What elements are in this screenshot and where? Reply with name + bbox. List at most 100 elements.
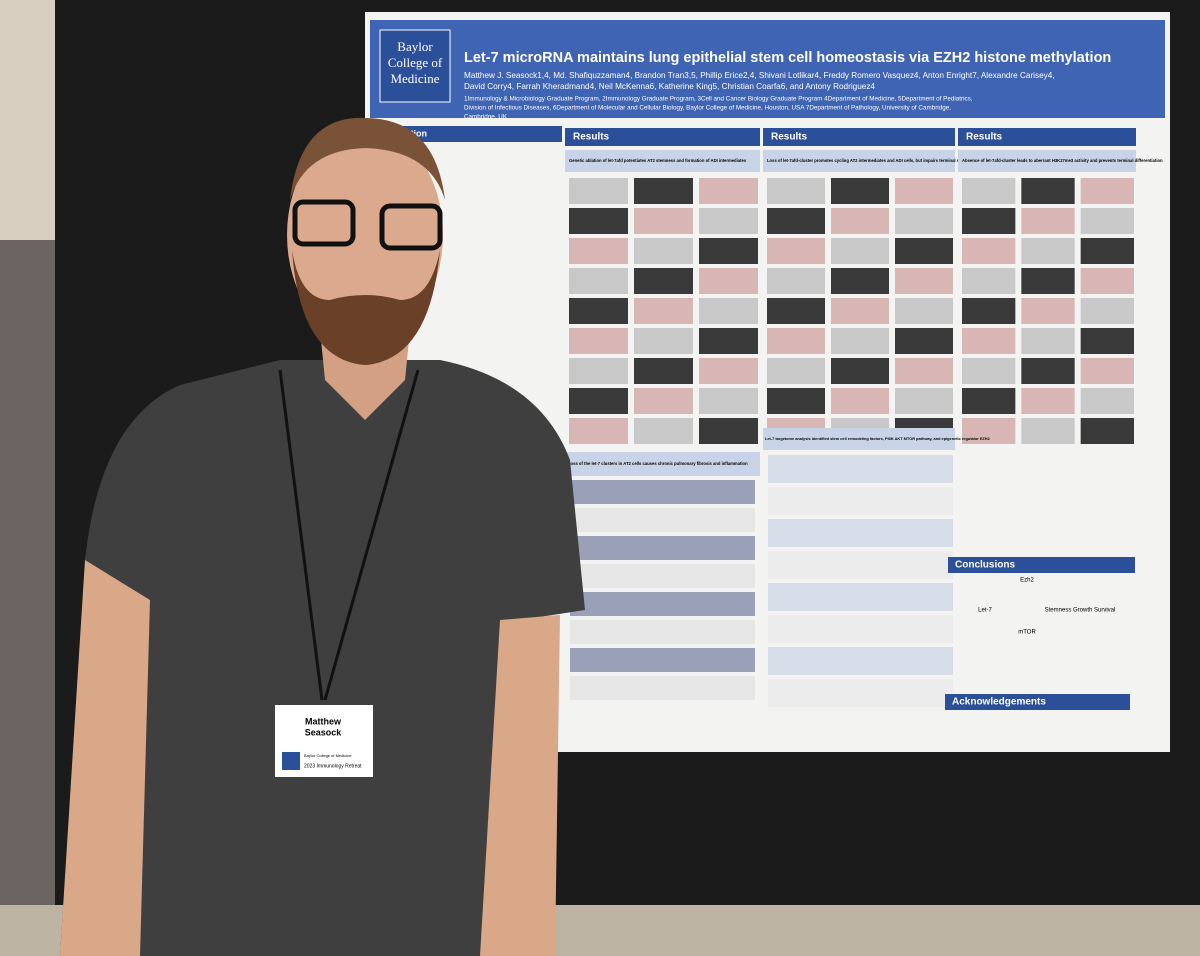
poster-affiliation: 1Immunology & Microbiology Graduate Prog… bbox=[464, 96, 973, 103]
figure-panel bbox=[962, 298, 1016, 324]
glasses bbox=[379, 203, 443, 251]
subheading-box bbox=[763, 428, 955, 450]
badge-logo bbox=[282, 752, 300, 770]
conclusion-label: Ezh2 bbox=[1020, 578, 1034, 584]
figure-panel bbox=[699, 328, 758, 354]
figure-panel bbox=[831, 178, 889, 204]
figure-panel bbox=[767, 388, 825, 414]
figure-panel bbox=[767, 208, 825, 234]
poster-header bbox=[370, 20, 1165, 118]
figure-panel bbox=[768, 455, 953, 483]
figure-panel bbox=[768, 519, 953, 547]
figure-panel bbox=[1021, 268, 1075, 294]
figure-panel bbox=[767, 358, 825, 384]
figure-panel bbox=[1021, 298, 1075, 324]
subheading: Absence of let-7afd-cluster leads to abe… bbox=[962, 158, 1163, 163]
figure-panel bbox=[699, 238, 758, 264]
glasses bbox=[292, 199, 356, 247]
figure-panel bbox=[569, 178, 628, 204]
beard bbox=[292, 250, 440, 365]
figure-panel bbox=[767, 298, 825, 324]
section-heading: Acknowledgements bbox=[952, 697, 1046, 708]
figure-panel bbox=[1021, 238, 1075, 264]
figure-panel bbox=[767, 178, 825, 204]
figure-panel bbox=[634, 328, 693, 354]
figure-panel bbox=[895, 268, 953, 294]
figure-panel bbox=[569, 208, 628, 234]
figure-panel bbox=[831, 268, 889, 294]
logo-text: Medicine bbox=[390, 71, 439, 86]
subheading-box bbox=[565, 150, 760, 172]
badge-institution: Baylor College of Medicine bbox=[304, 753, 352, 758]
arm bbox=[480, 615, 560, 956]
poster-title: Let-7 microRNA maintains lung epithelial… bbox=[464, 50, 1111, 66]
figure-panel bbox=[569, 418, 628, 444]
badge-event: 2023 Immunology Retreat bbox=[304, 763, 362, 769]
figure-panel bbox=[768, 487, 953, 515]
figure-panel bbox=[831, 208, 889, 234]
figure-panel bbox=[569, 328, 628, 354]
figure-panel bbox=[831, 298, 889, 324]
figure-panel bbox=[895, 388, 953, 414]
figure-panel bbox=[831, 238, 889, 264]
figure-panel bbox=[895, 328, 953, 354]
figure-panel bbox=[767, 238, 825, 264]
subheading-box bbox=[763, 150, 955, 172]
badge-name: Seasock bbox=[305, 727, 343, 737]
figure-panel bbox=[1080, 418, 1134, 444]
figure-panel bbox=[699, 268, 758, 294]
figure-panel bbox=[634, 418, 693, 444]
figure-panel bbox=[1080, 178, 1134, 204]
figure-panel bbox=[570, 676, 755, 700]
hair bbox=[290, 117, 445, 200]
lanyard bbox=[278, 369, 324, 701]
figure-panel bbox=[634, 208, 693, 234]
poster-columns: uctionResultsGenetic ablation of let-7af… bbox=[372, 126, 1163, 710]
figure-panel bbox=[570, 480, 755, 504]
figure-panel bbox=[1080, 298, 1134, 324]
poster-affiliation: Division of Infectious Diseases, 6Depart… bbox=[464, 105, 951, 112]
poster-authors: David Corry4, Farrah Kheradmand4, Neil M… bbox=[464, 82, 875, 91]
face bbox=[287, 127, 443, 343]
figure-panel bbox=[569, 388, 628, 414]
figure-panel bbox=[699, 358, 758, 384]
figure-panel bbox=[1080, 238, 1134, 264]
section-header bbox=[945, 694, 1130, 710]
background-person bbox=[0, 240, 55, 956]
figure-panel bbox=[1021, 418, 1075, 444]
subheading: Loss of let-7afd-cluster promotes cyclin… bbox=[767, 158, 994, 163]
figure-panel bbox=[831, 358, 889, 384]
figure-panel bbox=[634, 298, 693, 324]
conclusion-label: mTOR bbox=[1018, 630, 1036, 636]
logo-text: Baylor bbox=[397, 39, 433, 54]
figure-panel bbox=[895, 178, 953, 204]
subheading: Loss of the let-7 clusters in AT2 cells … bbox=[568, 461, 748, 466]
figure-panel bbox=[634, 358, 693, 384]
figure-panel bbox=[634, 238, 693, 264]
badge-name: Matthew bbox=[305, 716, 342, 726]
figure-panel bbox=[767, 328, 825, 354]
figure-panel bbox=[1021, 208, 1075, 234]
figure-panel bbox=[1021, 388, 1075, 414]
poster-affiliation: Cambridge, UK bbox=[464, 114, 508, 121]
figure-panel bbox=[570, 564, 755, 588]
figure-panel bbox=[962, 178, 1016, 204]
figure-panel bbox=[699, 388, 758, 414]
figure-panel bbox=[831, 328, 889, 354]
section-heading: Results bbox=[966, 132, 1003, 143]
section-heading: Conclusions bbox=[955, 560, 1015, 571]
section-heading: Results bbox=[573, 132, 610, 143]
figure-panel bbox=[699, 298, 758, 324]
figure-panel bbox=[570, 648, 755, 672]
figure-panel bbox=[895, 208, 953, 234]
figure-panel bbox=[634, 178, 693, 204]
figure-panel bbox=[895, 238, 953, 264]
figure-panel bbox=[768, 551, 953, 579]
figure-panel bbox=[1021, 328, 1075, 354]
figure-panel bbox=[1021, 358, 1075, 384]
person bbox=[60, 117, 585, 956]
figure-panel bbox=[768, 583, 953, 611]
figure-panel bbox=[570, 592, 755, 616]
figure-panel bbox=[1080, 328, 1134, 354]
subheading: Genetic ablation of let-7afd potentiates… bbox=[569, 158, 747, 163]
